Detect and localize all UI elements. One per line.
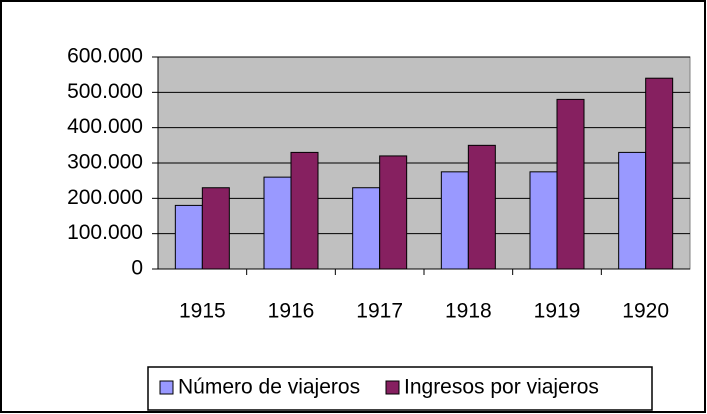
x-tick-label: 1915: [179, 300, 226, 323]
x-tick-label: 1917: [356, 300, 403, 323]
y-tick-label: 500.000: [67, 80, 143, 103]
bar: [529, 171, 558, 270]
bar: [440, 171, 469, 270]
y-tick-label: 0: [131, 257, 143, 280]
bar: [352, 187, 381, 270]
legend-box: [147, 366, 653, 411]
x-tick-label: 1919: [534, 300, 581, 323]
bar: [263, 176, 292, 270]
x-tick-label: 1918: [445, 300, 492, 323]
bar: [618, 151, 647, 270]
x-tick-label: 1920: [622, 300, 669, 323]
legend-swatch: [159, 380, 174, 395]
bar: [174, 204, 203, 270]
x-tick-label: 1916: [268, 300, 315, 323]
y-tick-label: 400.000: [67, 115, 143, 138]
bar: [467, 144, 496, 270]
legend-label: Número de viajeros: [178, 376, 360, 399]
bar: [556, 98, 585, 270]
bar: [379, 155, 408, 270]
y-tick-label: 300.000: [67, 151, 143, 174]
y-tick-label: 100.000: [67, 221, 143, 244]
bar: [201, 187, 230, 270]
bar: [290, 151, 319, 270]
y-tick-label: 200.000: [67, 186, 143, 209]
legend-label: Ingresos por viajeros: [404, 376, 599, 399]
legend-swatch: [385, 380, 400, 395]
bar: [645, 77, 674, 270]
y-tick-label: 600.000: [67, 45, 143, 68]
